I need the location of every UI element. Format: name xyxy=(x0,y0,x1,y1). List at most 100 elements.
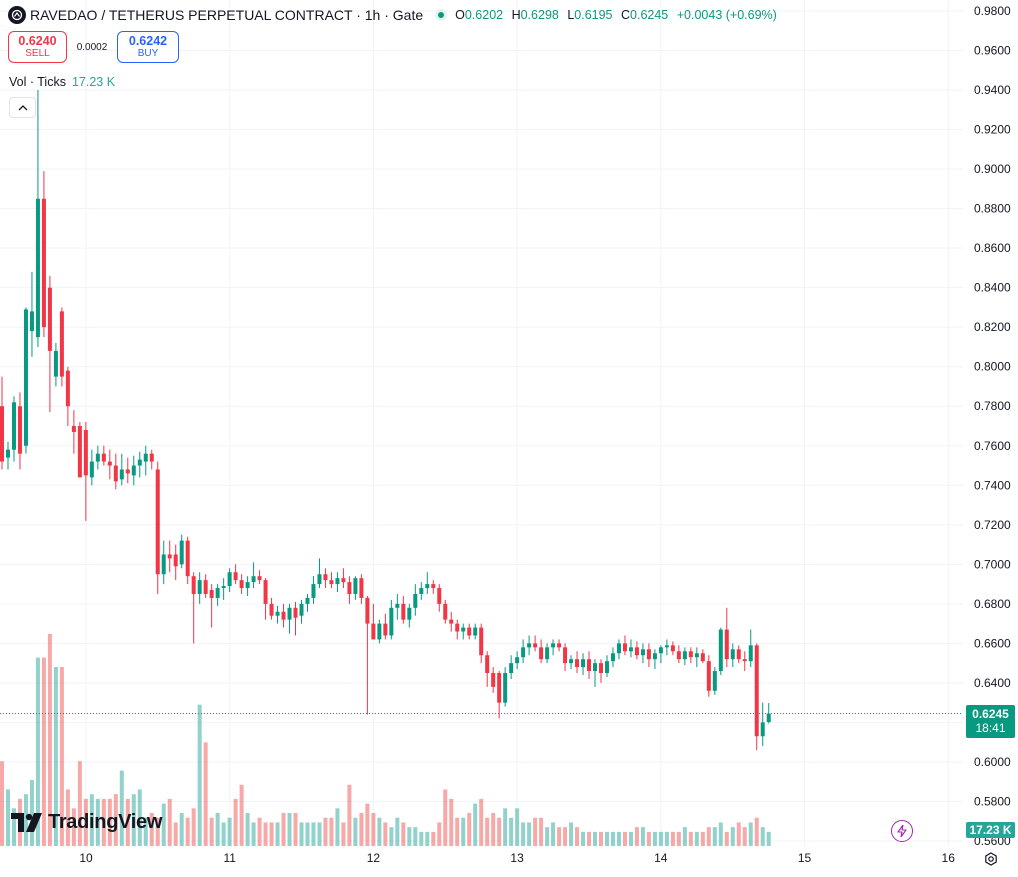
lightning-icon xyxy=(897,825,907,837)
volume-bar xyxy=(670,831,675,846)
candle-body xyxy=(682,651,687,660)
volume-bar xyxy=(515,808,520,846)
candle-body xyxy=(766,713,771,723)
candle-body xyxy=(604,661,609,674)
candle-body xyxy=(41,198,46,328)
trade-buttons: 0.6240 SELL 0.0002 0.6242 BUY xyxy=(8,31,179,63)
candle xyxy=(395,593,400,620)
last-price-value: 0.6245 xyxy=(972,707,1009,721)
price-tick-label: 0.5800 xyxy=(974,794,1011,808)
candle xyxy=(748,629,753,668)
candle-body xyxy=(101,453,106,462)
volume-bar xyxy=(485,817,490,846)
candle-body xyxy=(167,554,172,559)
candle-body xyxy=(347,582,352,594)
time-axis[interactable]: 10 11 12 13 14 15 16 xyxy=(79,851,955,865)
volume-bar xyxy=(89,794,94,846)
candle xyxy=(0,376,4,470)
volume-bar xyxy=(335,808,340,846)
price-tick-label: 0.7200 xyxy=(974,518,1011,532)
candle xyxy=(323,568,328,589)
volume-bar xyxy=(185,817,190,846)
volume-bar xyxy=(23,794,28,846)
candle xyxy=(736,645,741,664)
candle xyxy=(35,90,40,347)
volume-bar xyxy=(359,813,364,846)
candle-body xyxy=(503,673,508,703)
candle xyxy=(299,599,304,624)
volume-bar xyxy=(628,831,633,846)
volume-bar xyxy=(347,784,352,846)
candle-body xyxy=(179,540,184,565)
candle xyxy=(694,647,699,668)
candle-body xyxy=(485,655,490,674)
candle xyxy=(724,607,729,668)
volume-bar xyxy=(443,789,448,846)
buy-button[interactable]: 0.6242 BUY xyxy=(117,31,179,63)
volume-bar xyxy=(149,813,154,846)
candle xyxy=(29,271,34,357)
candle-body xyxy=(658,647,663,654)
candle xyxy=(161,540,166,585)
volume-bar xyxy=(269,822,274,846)
volume-bar xyxy=(575,827,580,846)
candle xyxy=(563,643,568,672)
tradingview-logo-text: TradingView xyxy=(48,811,163,833)
volume-bar xyxy=(371,813,376,846)
volume-bar xyxy=(299,822,304,846)
volume-bar xyxy=(305,822,310,846)
candle xyxy=(413,584,418,616)
candle xyxy=(419,582,424,600)
candle-body xyxy=(251,576,256,583)
candle xyxy=(215,584,220,606)
candle xyxy=(503,667,508,707)
candle-body xyxy=(760,722,765,737)
price-tick-label: 0.6800 xyxy=(974,597,1011,611)
volume-bar xyxy=(35,657,40,846)
volume-bar xyxy=(658,831,663,846)
candle-body xyxy=(425,584,430,589)
candle xyxy=(359,574,364,604)
candle-body xyxy=(593,663,598,672)
volume-bar xyxy=(29,780,34,846)
candle-body xyxy=(107,461,112,466)
volume-bar xyxy=(449,798,454,846)
symbol-title[interactable]: RAVEDAO / TETHERUS PERPETUAL CONTRACT · … xyxy=(30,7,424,23)
candle xyxy=(281,603,286,628)
candle-body xyxy=(688,651,693,658)
candle-body xyxy=(545,647,550,660)
candle xyxy=(461,623,466,640)
volume-bar xyxy=(497,817,502,846)
candle xyxy=(203,574,208,598)
volume-bar xyxy=(329,817,334,846)
candle-body xyxy=(473,627,478,636)
volume-legend[interactable]: Vol · Ticks 17.23 K xyxy=(9,75,115,89)
time-tick-label: 11 xyxy=(223,851,236,865)
volume-bar xyxy=(652,831,657,846)
candle-body xyxy=(257,576,262,581)
gear-icon xyxy=(985,852,997,866)
chart-settings-button[interactable] xyxy=(983,851,999,867)
volume-bar xyxy=(377,817,382,846)
candle xyxy=(389,599,394,640)
candle xyxy=(131,455,136,486)
volume-bar xyxy=(425,831,430,846)
replay-button[interactable] xyxy=(891,820,913,842)
candle xyxy=(179,534,184,569)
time-tick-label: 16 xyxy=(942,851,956,865)
buy-price: 0.6242 xyxy=(128,34,168,48)
sell-button[interactable]: 0.6240 SELL xyxy=(8,31,67,63)
candle xyxy=(581,653,586,675)
candle-body xyxy=(754,645,759,737)
volume-bar xyxy=(317,822,322,846)
volume-bar xyxy=(533,817,538,846)
tradingview-logo[interactable]: TradingView xyxy=(11,811,162,834)
collapse-legend-button[interactable] xyxy=(9,97,36,118)
candle-body xyxy=(359,578,364,598)
candle xyxy=(646,643,651,668)
volume-bar xyxy=(748,822,753,846)
volume-bar xyxy=(527,822,532,846)
price-tick-label: 0.8800 xyxy=(974,202,1011,216)
